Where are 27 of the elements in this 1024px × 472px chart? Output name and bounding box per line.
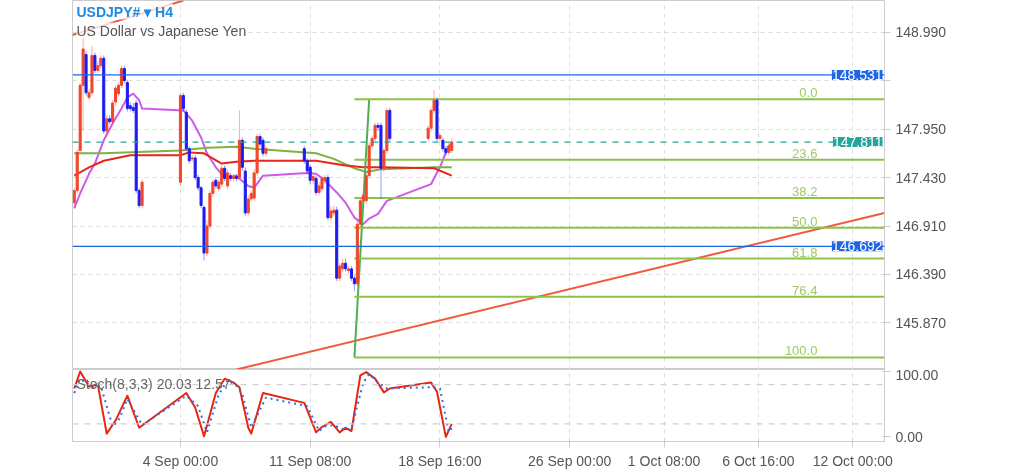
x-tick-label: 12 Oct 00:00 xyxy=(812,452,894,469)
text: US Dollar vs Japanese Yen xyxy=(76,22,247,39)
annotation: 50.0 xyxy=(792,213,818,229)
x-tick-label: 6 Oct 16:00 xyxy=(722,452,795,469)
annotation: 76.4 xyxy=(792,282,818,298)
y-tick-label: 147.430 xyxy=(895,169,947,186)
y-tick-label: 146.910 xyxy=(895,218,947,234)
ref-line-label: 146.692 xyxy=(831,238,883,255)
x-tick-label: 4 Sep 00:00 xyxy=(142,452,219,469)
y-tick-label: 147.950 xyxy=(895,121,947,138)
ref-line-label: 147.811 xyxy=(832,134,883,151)
x-tick-label: 26 Sep 00:00 xyxy=(528,452,612,469)
y-tick-label: 146.390 xyxy=(895,266,947,283)
annotation: 23.6 xyxy=(792,145,818,161)
annotation: 0.0 xyxy=(799,85,818,101)
y-tick-label: 145.870 xyxy=(895,314,947,331)
annotation: 38.2 xyxy=(792,184,818,200)
x-tick-label: 1 Oct 08:00 xyxy=(627,452,701,469)
ref-line-label: 148.531 xyxy=(831,66,883,83)
y-tick-label: 148.990 xyxy=(895,24,947,41)
y-tick-label: 100.00 xyxy=(895,366,939,383)
y-tick-label: 0.00 xyxy=(895,428,923,445)
chart-title: USDJPY# ▾ H4 xyxy=(76,3,174,20)
annotation: 61.8 xyxy=(792,244,818,260)
x-tick-label: 11 Sep 08:00 xyxy=(269,452,352,469)
x-tick-label: 18 Sep 16:00 xyxy=(398,452,482,469)
annotation: 100.0 xyxy=(784,343,818,359)
